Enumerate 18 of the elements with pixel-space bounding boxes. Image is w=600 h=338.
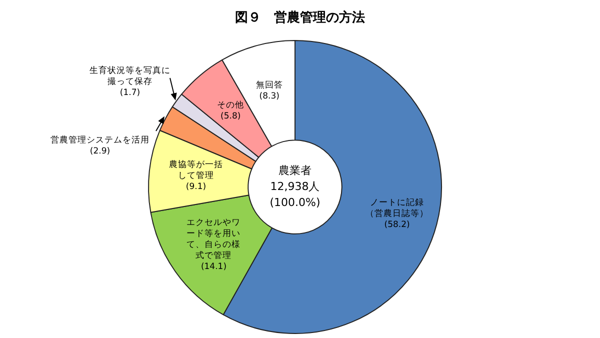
data-label: (2.9) [90, 146, 110, 157]
data-label: (1.7) [120, 88, 140, 98]
slice-label: 営農管理システムを活用 [50, 134, 150, 146]
slice-label: 無回答 [256, 79, 283, 90]
data-label: (58.2) [384, 220, 410, 230]
data-label: (8.3) [259, 91, 280, 102]
data-label: (14.1) [200, 262, 227, 272]
data-label: (5.8) [220, 112, 241, 122]
slice-label: 農協等が一括して管理 [169, 159, 223, 182]
data-label: (9.1) [186, 182, 206, 192]
slice-label: 生育状況等を写真に撮って保存 [90, 65, 170, 88]
slice-label: エクセルやワード等を用いて、自らの様式で管理 [186, 218, 241, 261]
text: (100.0%) [270, 196, 320, 209]
text: 農業者 [278, 164, 312, 177]
chart-title: 図９ 営農管理の方法 [235, 9, 365, 26]
text: 12,938人 [270, 180, 320, 193]
slice-label: ノートに記録（営農日誌等） [366, 196, 429, 219]
slice-label: その他 [217, 100, 244, 111]
